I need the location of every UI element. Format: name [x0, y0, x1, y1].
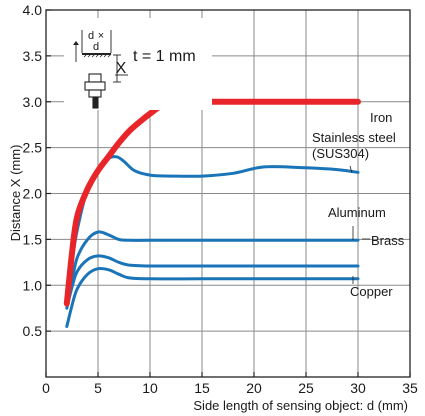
- annotation-leaders: [349, 165, 370, 284]
- x-tick-label: 35: [402, 380, 418, 396]
- x-tick-label: 25: [298, 380, 314, 396]
- sensing-object-icon: [82, 53, 112, 58]
- y-tick-label: 3.5: [23, 48, 43, 64]
- series-line-brass: [65, 254, 360, 310]
- series-line-copper: [65, 266, 360, 328]
- x-tick-label: 0: [42, 380, 50, 396]
- x-tick-label: 10: [142, 380, 158, 396]
- d-symbol-bottom: d: [93, 41, 99, 53]
- label-stainless-steel: Stainless steel: [312, 130, 396, 145]
- label-aluminum: Aluminum: [328, 205, 386, 220]
- y-tick-label: 2.0: [23, 186, 43, 202]
- x-tick-label: 5: [94, 380, 102, 396]
- label-brass: Brass: [371, 233, 405, 248]
- y-tick-label: 1.0: [23, 277, 43, 293]
- y-tick-label: 1.5: [23, 231, 43, 247]
- label-sus304: (SUS304): [312, 146, 369, 161]
- series-line-stainless-steel-sus304: [65, 155, 360, 307]
- series-line-aluminum: [65, 230, 360, 306]
- sensor-setup-diagram: d × d X t = 1 mm: [64, 18, 212, 110]
- label-copper: Copper: [350, 284, 393, 299]
- x-axis-title: Side length of sensing object: d (mm): [193, 398, 408, 413]
- series-line-iron: [63, 98, 361, 307]
- label-iron: Iron: [370, 110, 392, 125]
- y-tick-label: 3.0: [23, 94, 43, 110]
- y-axis-title: Distance X (mm): [8, 145, 23, 242]
- x-tick-label: 30: [350, 380, 366, 396]
- x-distance-symbol: X: [116, 60, 127, 77]
- times-symbol: ×: [98, 30, 104, 42]
- d-symbol-top: d: [88, 30, 94, 42]
- axes: 0 5 10 15 20 25 30 35 0.5 1.0 1.5 2.0 2.5 3.0 3.5 4.0: [23, 2, 418, 396]
- proximity-sensor-icon: [84, 73, 106, 109]
- x-tick-label: 20: [246, 380, 262, 396]
- x-tick-label: 15: [194, 380, 210, 396]
- y-tick-label: 2.5: [23, 140, 43, 156]
- series-layer: [63, 98, 361, 328]
- thickness-condition-label: t = 1 mm: [133, 48, 196, 65]
- y-tick-label: 0.5: [23, 323, 43, 339]
- y-tick-label: 4.0: [23, 2, 43, 18]
